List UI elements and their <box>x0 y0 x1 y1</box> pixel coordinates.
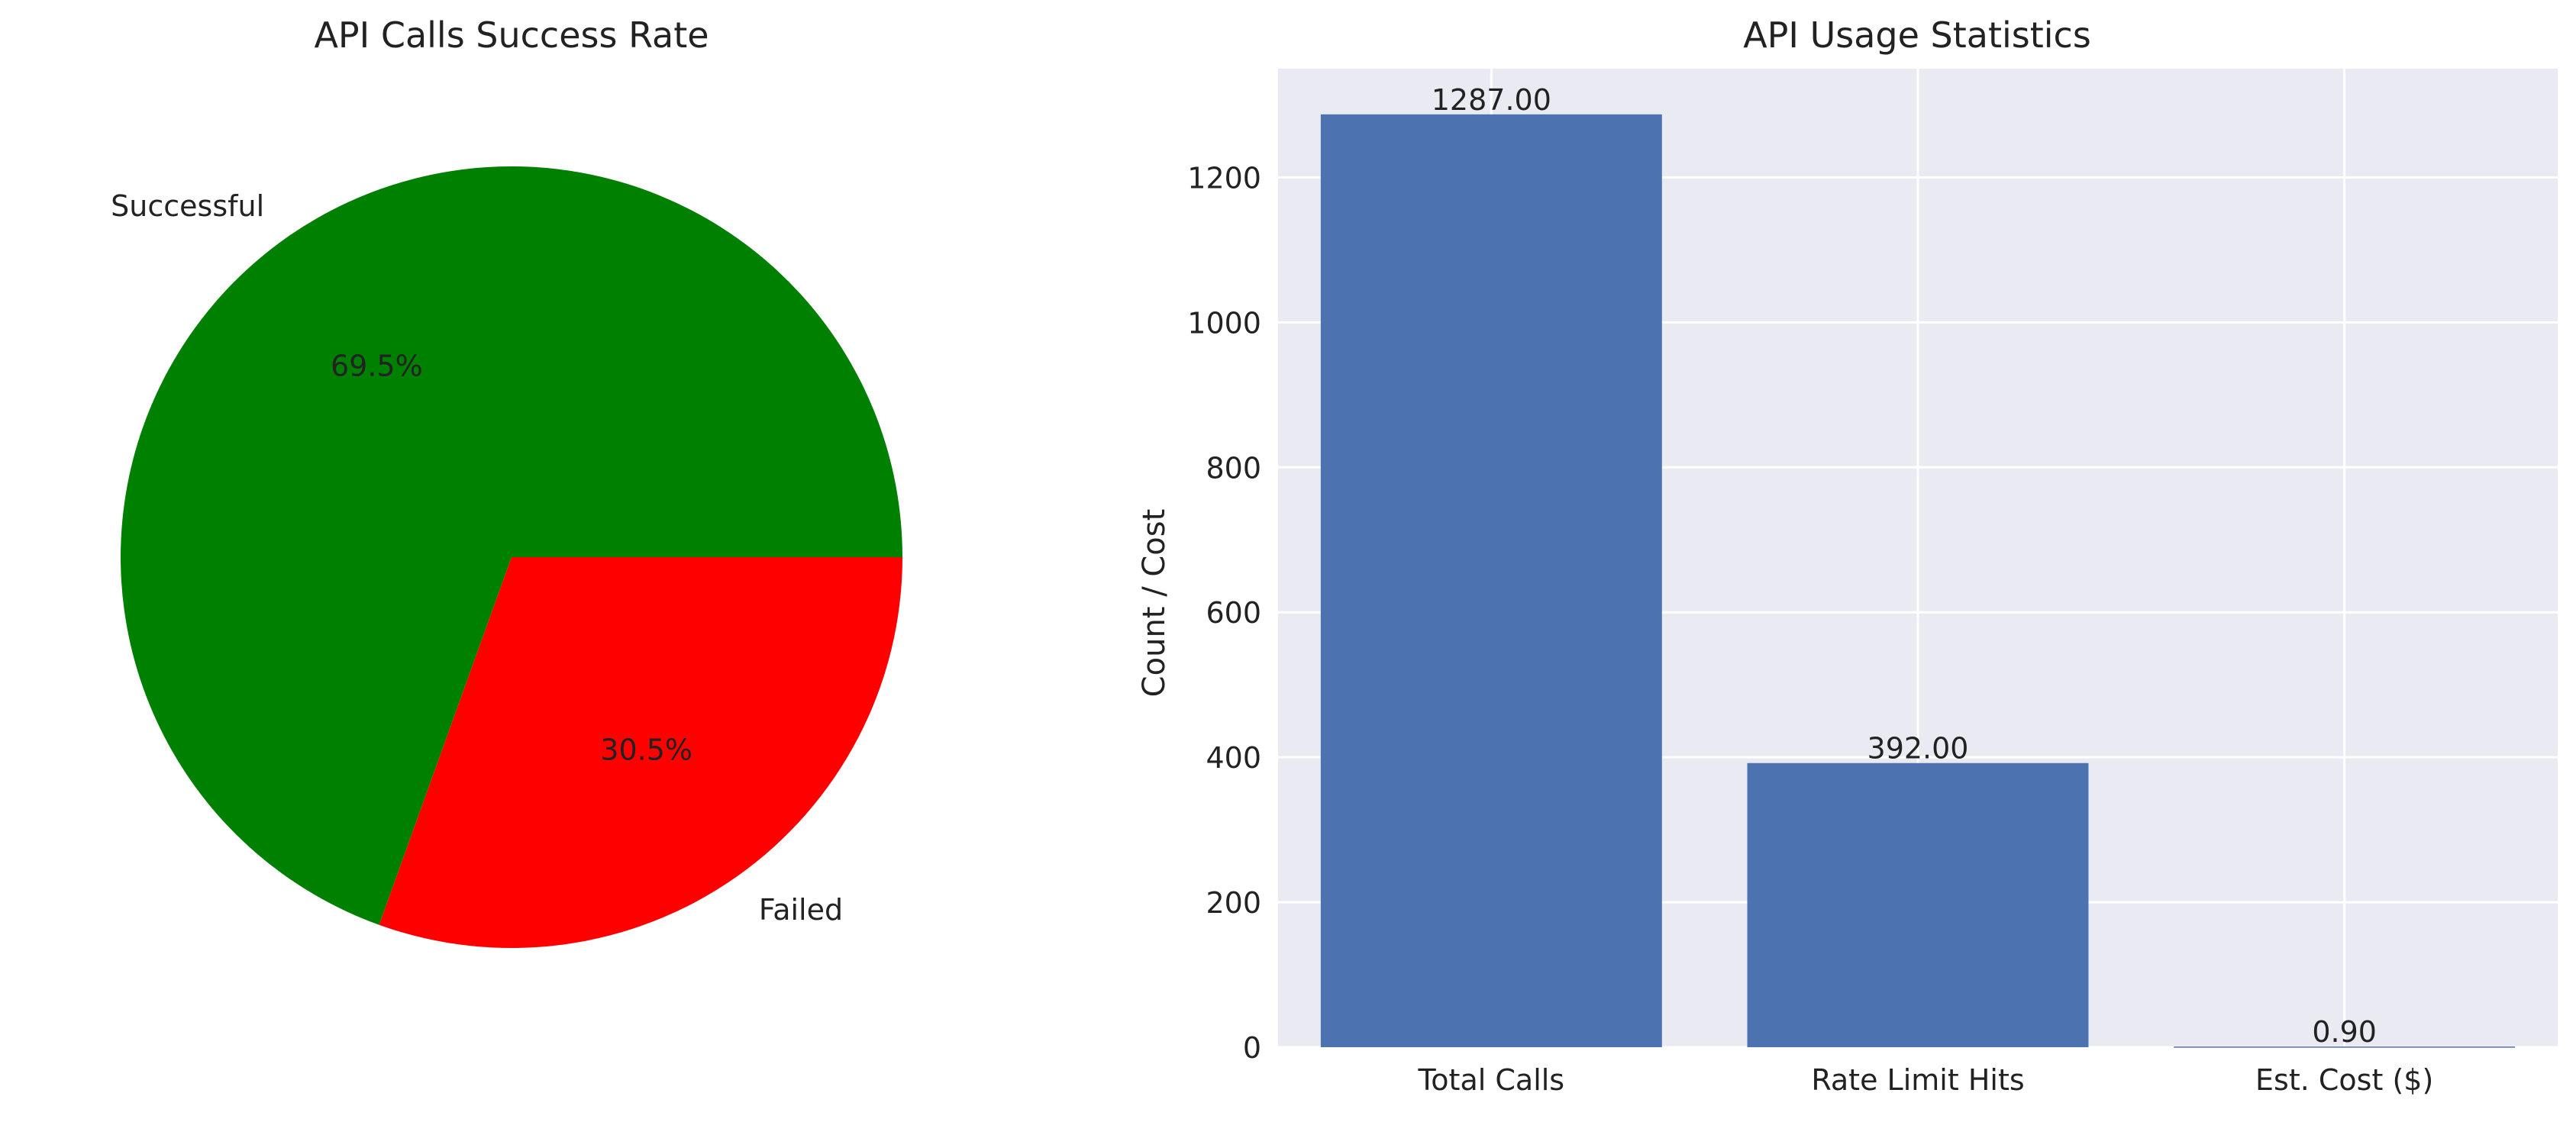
bar-value-labels: 1287.00 392.00 0.90 <box>1432 83 2377 1049</box>
pie-category-label: Failed <box>759 893 843 927</box>
y-tick-label: 800 <box>1206 451 1261 485</box>
bar-rate-limit-hits <box>1747 763 2089 1047</box>
pie-chart: API Calls Success Rate 69.5% Successful 30… <box>111 15 903 948</box>
pie-title: API Calls Success Rate <box>314 15 709 56</box>
y-axis-ticks: 0 200 400 600 800 1000 1200 <box>1187 161 1261 1065</box>
x-tick-label: Total Calls <box>1418 1063 1565 1097</box>
y-tick-label: 200 <box>1206 886 1261 920</box>
pie-labels: 69.5% Successful 30.5% Failed <box>111 189 843 927</box>
x-tick-label: Est. Cost ($) <box>2255 1063 2433 1097</box>
bar-total-calls <box>1320 114 1662 1047</box>
x-tick-label: Rate Limit Hits <box>1811 1063 2024 1097</box>
bar-value-label: 392.00 <box>1867 732 1969 766</box>
x-axis-ticks: Total Calls Rate Limit Hits Est. Cost ($) <box>1418 1063 2434 1097</box>
y-tick-label: 600 <box>1206 596 1261 630</box>
pie-slice-failed <box>379 557 903 948</box>
pie-percent-label: 69.5% <box>331 350 423 383</box>
bar-title: API Usage Statistics <box>1743 15 2091 56</box>
pie-percent-label: 30.5% <box>600 733 692 766</box>
bar-value-label: 0.90 <box>2312 1015 2377 1049</box>
pie-slice-successful <box>121 166 903 925</box>
pie-category-label: Successful <box>111 189 264 223</box>
y-tick-label: 0 <box>1243 1031 1261 1065</box>
y-tick-label: 1200 <box>1187 161 1261 195</box>
y-axis-label: Count / Cost <box>1137 509 1172 698</box>
y-tick-label: 400 <box>1206 741 1261 775</box>
y-tick-label: 1000 <box>1187 306 1261 340</box>
bars <box>1320 114 2516 1048</box>
pie-slices <box>121 166 903 948</box>
bar-est-cost <box>2174 1046 2516 1048</box>
bar-value-label: 1287.00 <box>1432 83 1551 117</box>
bar-chart: API Usage Statistics 1287.00 392.00 0.90 0… <box>1137 15 2558 1097</box>
